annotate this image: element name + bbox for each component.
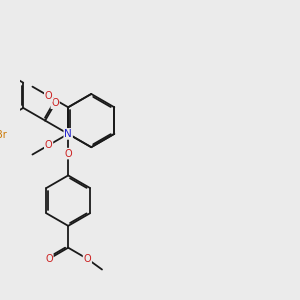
Text: O: O	[83, 254, 91, 264]
Text: O: O	[51, 98, 59, 108]
Text: O: O	[64, 148, 72, 159]
Text: O: O	[45, 91, 52, 101]
Text: Br: Br	[0, 130, 7, 140]
Text: N: N	[64, 129, 72, 139]
Text: O: O	[45, 140, 52, 150]
Text: O: O	[45, 254, 53, 264]
